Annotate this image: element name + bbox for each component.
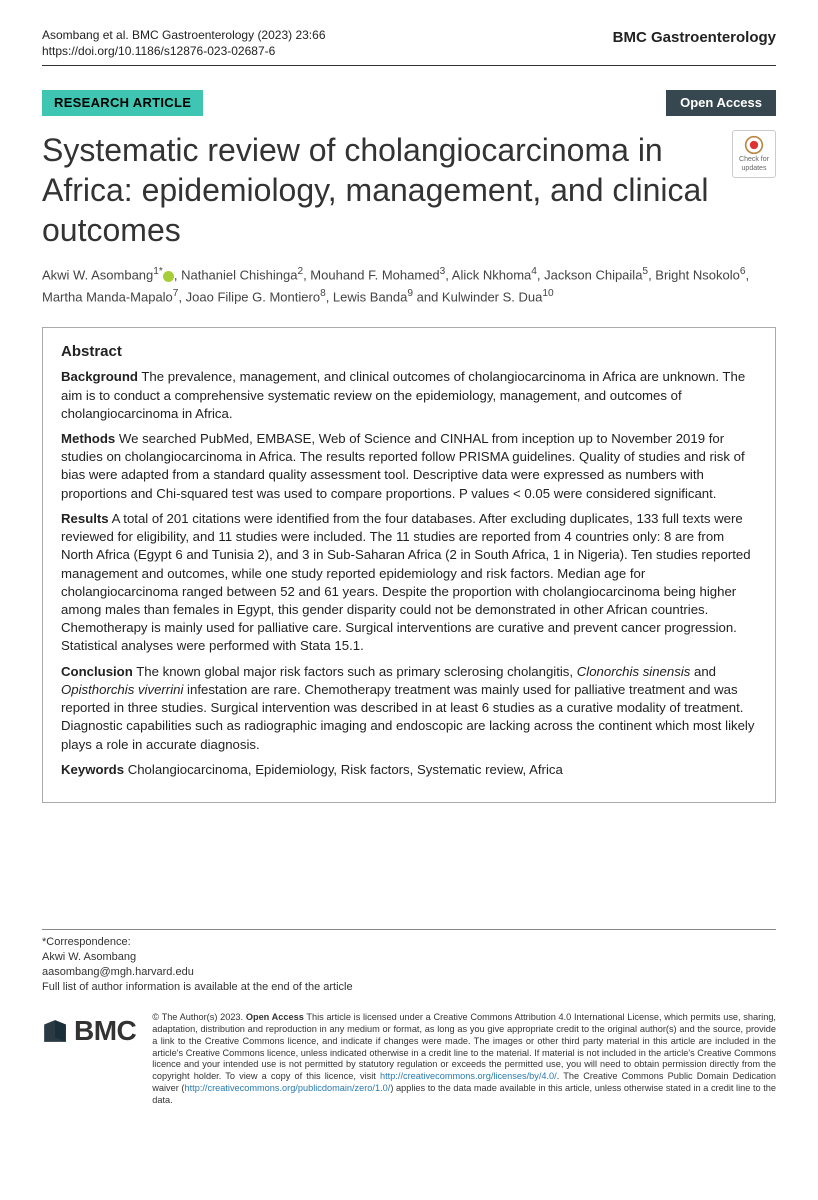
background-text: The prevalence, management, and clinical… (61, 369, 745, 420)
abstract-box: Abstract Background The prevalence, mana… (42, 327, 776, 803)
bmc-logo-icon (42, 1018, 68, 1044)
journal-name: BMC Gastroenterology (613, 28, 776, 48)
license-open-access: Open Access (246, 1012, 304, 1022)
header: Asombang et al. BMC Gastroenterology (20… (42, 28, 776, 59)
author-list: Akwi W. Asombang1*, Nathaniel Chishinga2… (42, 264, 776, 307)
correspondence-email: aasombang@mgh.harvard.edu (42, 965, 776, 980)
check-updates-icon (744, 135, 764, 155)
doi-line: https://doi.org/10.1186/s12876-023-02687… (42, 44, 326, 60)
keywords-label: Keywords (61, 762, 124, 777)
abstract-methods: Methods We searched PubMed, EMBASE, Web … (61, 430, 757, 503)
header-rule (42, 65, 776, 66)
correspondence-label: *Correspondence: (42, 935, 776, 950)
results-label: Results (61, 511, 109, 526)
label-row: RESEARCH ARTICLE Open Access (42, 90, 776, 116)
background-label: Background (61, 369, 138, 384)
footer-row: BMC © The Author(s) 2023. Open Access Th… (42, 1012, 776, 1106)
article-type-badge: RESEARCH ARTICLE (42, 90, 203, 116)
abstract-background: Background The prevalence, management, a… (61, 368, 757, 423)
check-for-updates-button[interactable]: Check for updates (732, 130, 776, 178)
correspondence-block: *Correspondence: Akwi W. Asombang aasomb… (42, 929, 776, 994)
abstract-results: Results A total of 201 citations were id… (61, 510, 757, 656)
license-text: © The Author(s) 2023. Open Access This a… (152, 1012, 776, 1106)
abstract-conclusion: Conclusion The known global major risk f… (61, 663, 757, 754)
conclusion-label: Conclusion (61, 664, 133, 679)
keywords-text: Cholangiocarcinoma, Epidemiology, Risk f… (124, 762, 563, 777)
citation-line: Asombang et al. BMC Gastroenterology (20… (42, 28, 326, 44)
abstract-keywords: Keywords Cholangiocarcinoma, Epidemiolog… (61, 761, 757, 779)
license-link2[interactable]: http://creativecommons.org/publicdomain/… (185, 1083, 391, 1093)
methods-label: Methods (61, 431, 115, 446)
citation-block: Asombang et al. BMC Gastroenterology (20… (42, 28, 326, 59)
license-link1[interactable]: http://creativecommons.org/licenses/by/4… (380, 1071, 557, 1081)
article-title: Systematic review of cholangiocarcinoma … (42, 130, 722, 250)
license-prefix: © The Author(s) 2023. (152, 1012, 246, 1022)
open-access-badge: Open Access (666, 90, 776, 116)
bmc-logo-text: BMC (74, 1012, 136, 1050)
abstract-heading: Abstract (61, 342, 757, 362)
results-text: A total of 201 citations were identified… (61, 511, 751, 654)
bmc-logo: BMC (42, 1012, 136, 1050)
correspondence-name: Akwi W. Asombang (42, 950, 776, 965)
check-updates-label: Check for updates (733, 155, 775, 174)
methods-text: We searched PubMed, EMBASE, Web of Scien… (61, 431, 745, 501)
affiliation-note: Full list of author information is avail… (42, 980, 776, 995)
conclusion-text: The known global major risk factors such… (61, 664, 754, 752)
